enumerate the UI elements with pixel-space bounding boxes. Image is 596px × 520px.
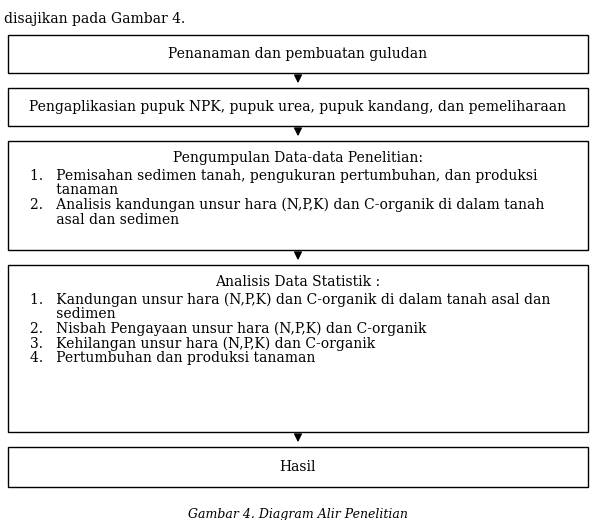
Bar [8, 88, 588, 126]
Text: Gambar 4. Diagram Alir Penelitian: Gambar 4. Diagram Alir Penelitian [188, 508, 408, 520]
Text: asal dan sedimen: asal dan sedimen [30, 213, 179, 227]
Text: Analisis Data Statistik :: Analisis Data Statistik : [215, 275, 381, 289]
Bar [8, 35, 588, 73]
Text: disajikan pada Gambar 4.: disajikan pada Gambar 4. [4, 12, 185, 26]
Text: tanaman: tanaman [30, 184, 118, 198]
Bar [8, 141, 588, 250]
Text: 3.   Kehilangan unsur hara (N,P,K) dan C-organik: 3. Kehilangan unsur hara (N,P,K) dan C-o… [30, 336, 375, 351]
Text: 1.   Kandungan unsur hara (N,P,K) dan C-organik di dalam tanah asal dan: 1. Kandungan unsur hara (N,P,K) dan C-or… [30, 293, 550, 307]
Bar [8, 447, 588, 487]
Text: sedimen: sedimen [30, 307, 116, 321]
Bar [8, 265, 588, 432]
Text: Penanaman dan pembuatan guludan: Penanaman dan pembuatan guludan [169, 47, 427, 61]
Text: 2.   Analisis kandungan unsur hara (N,P,K) dan C-organik di dalam tanah: 2. Analisis kandungan unsur hara (N,P,K)… [30, 198, 544, 212]
Text: 1.   Pemisahan sedimen tanah, pengukuran pertumbuhan, dan produksi: 1. Pemisahan sedimen tanah, pengukuran p… [30, 169, 538, 183]
Text: 4.   Pertumbuhan dan produksi tanaman: 4. Pertumbuhan dan produksi tanaman [30, 351, 315, 365]
Text: Hasil: Hasil [280, 460, 316, 474]
Text: Pengumpulan Data-data Penelitian:: Pengumpulan Data-data Penelitian: [173, 151, 423, 165]
Text: Pengaplikasian pupuk NPK, pupuk urea, pupuk kandang, dan pemeliharaan: Pengaplikasian pupuk NPK, pupuk urea, pu… [29, 100, 567, 114]
Text: 2.   Nisbah Pengayaan unsur hara (N,P,K) dan C-organik: 2. Nisbah Pengayaan unsur hara (N,P,K) d… [30, 322, 427, 336]
